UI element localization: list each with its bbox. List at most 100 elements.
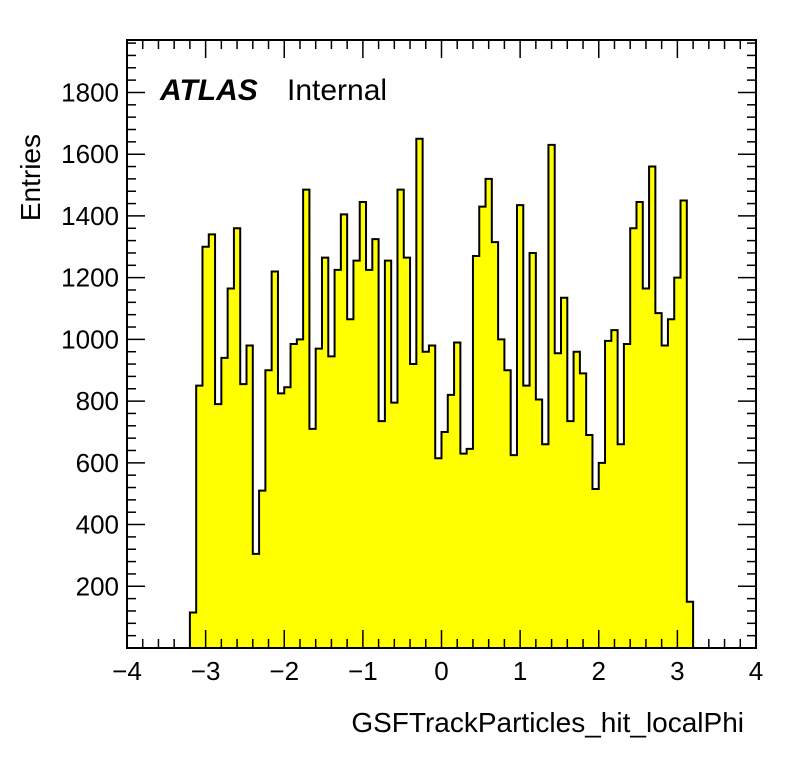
- histogram-bar: [284, 387, 291, 648]
- histogram-bar: [372, 239, 379, 649]
- histogram-bar: [384, 260, 392, 648]
- y-tick-label: 800: [76, 386, 119, 416]
- histogram-bar: [422, 351, 430, 648]
- histogram-bar: [535, 399, 543, 648]
- histogram-bar: [504, 370, 511, 648]
- x-tick-label: 4: [749, 656, 763, 686]
- histogram-bars: [189, 138, 694, 649]
- x-tick-label: 1: [513, 656, 527, 686]
- y-tick-label: 400: [76, 510, 119, 540]
- histogram-bar: [567, 421, 574, 648]
- x-tick-label: −4: [112, 656, 142, 686]
- histogram-outline: [188, 137, 695, 648]
- histogram-bar: [529, 252, 537, 648]
- histogram-bar: [636, 202, 644, 648]
- histogram-bar: [296, 339, 304, 648]
- histogram-bar: [649, 166, 656, 648]
- histogram-bar: [378, 421, 386, 648]
- x-tick-labels: −4 −3 −2 −1 0 1 2 3 4: [112, 656, 763, 686]
- histogram-bar: [435, 458, 442, 648]
- y-tick-label: 1800: [61, 77, 119, 107]
- histogram-bar: [498, 339, 505, 648]
- plot-frame: [126, 39, 757, 649]
- histogram-bar: [661, 345, 669, 648]
- histogram-bar: [403, 257, 411, 648]
- histogram-bar: [334, 269, 342, 648]
- histogram-bar: [667, 319, 675, 648]
- x-tick-label: −2: [269, 656, 299, 686]
- histogram-bar: [340, 214, 348, 648]
- histogram-bar: [410, 364, 417, 648]
- histogram-bar: [523, 385, 530, 648]
- histogram-bar: [460, 453, 467, 648]
- histogram-bar: [586, 435, 593, 648]
- histogram-bar: [271, 271, 279, 648]
- histogram-bar: [680, 200, 688, 648]
- histogram-bar: [303, 189, 310, 648]
- histogram-bar: [447, 394, 455, 648]
- y-tick-label: 200: [76, 571, 119, 601]
- atlas-label: ATLAS: [159, 74, 258, 107]
- histogram-bar: [259, 490, 266, 648]
- histogram-bar: [561, 297, 568, 648]
- histogram-bar: [328, 356, 335, 648]
- y-tick-label: 1000: [61, 324, 119, 354]
- histogram-bar: [479, 206, 486, 648]
- y-axis-title: Entries: [15, 134, 46, 221]
- histogram-bar: [611, 330, 618, 648]
- histogram-bar: [196, 385, 203, 648]
- y-tick-label: 1600: [61, 139, 119, 169]
- histogram-bar: [416, 138, 423, 649]
- y-tick-label: 1200: [61, 263, 119, 293]
- histogram-bar: [321, 257, 329, 648]
- histogram-bar: [391, 402, 398, 648]
- histogram-bar: [617, 444, 625, 648]
- histogram-bar: [630, 228, 637, 648]
- x-tick-label: 3: [670, 656, 684, 686]
- histogram-bar: [277, 393, 285, 648]
- histogram-bar: [548, 144, 556, 648]
- histogram-bar: [466, 448, 474, 648]
- histogram-bar: [265, 370, 272, 648]
- histogram-bar: [366, 269, 373, 648]
- histogram-bar: [221, 357, 228, 648]
- y-tick-labels: 200 400 600 800 1000 1200 1400 1600 1800: [61, 77, 119, 601]
- histogram-bar: [309, 428, 316, 648]
- histogram-bar: [208, 234, 216, 648]
- histogram-bar: [642, 288, 650, 648]
- x-tick-label: 0: [434, 656, 448, 686]
- x-tick-label: −1: [348, 656, 378, 686]
- axis-ticks: [126, 40, 757, 648]
- histogram-bar: [240, 384, 247, 648]
- histogram-bar: [605, 340, 612, 648]
- histogram-bar: [353, 260, 361, 648]
- histogram-bar: [573, 351, 581, 648]
- histogram-bar: [252, 553, 260, 648]
- histogram-bar: [491, 242, 499, 648]
- x-tick-label: −3: [191, 656, 221, 686]
- histogram-bar: [510, 455, 518, 648]
- y-tick-label: 1400: [61, 201, 119, 231]
- histogram-bar: [655, 313, 662, 648]
- histogram-bar: [485, 178, 493, 649]
- histogram-bar: [623, 344, 631, 648]
- histogram-bar: [516, 205, 524, 648]
- histogram-bar: [674, 277, 681, 648]
- y-tick-label: 600: [76, 448, 119, 478]
- histogram-bar: [347, 319, 354, 648]
- histogram-bar: [233, 228, 241, 648]
- internal-label: Internal: [287, 74, 387, 107]
- histogram-bar: [359, 202, 367, 648]
- histogram-bar: [686, 601, 694, 648]
- histogram-bar: [454, 342, 461, 648]
- histogram-bar: [246, 345, 254, 648]
- histogram-bar: [598, 462, 606, 648]
- histogram-bar: [189, 612, 197, 648]
- histogram-bar: [579, 373, 587, 648]
- histogram-bar: [542, 444, 549, 648]
- histogram-bar: [315, 348, 323, 648]
- x-axis-title: GSFTrackParticles_hit_localPhi: [351, 707, 744, 738]
- histogram-bar: [554, 353, 562, 648]
- histogram-bar: [215, 404, 222, 648]
